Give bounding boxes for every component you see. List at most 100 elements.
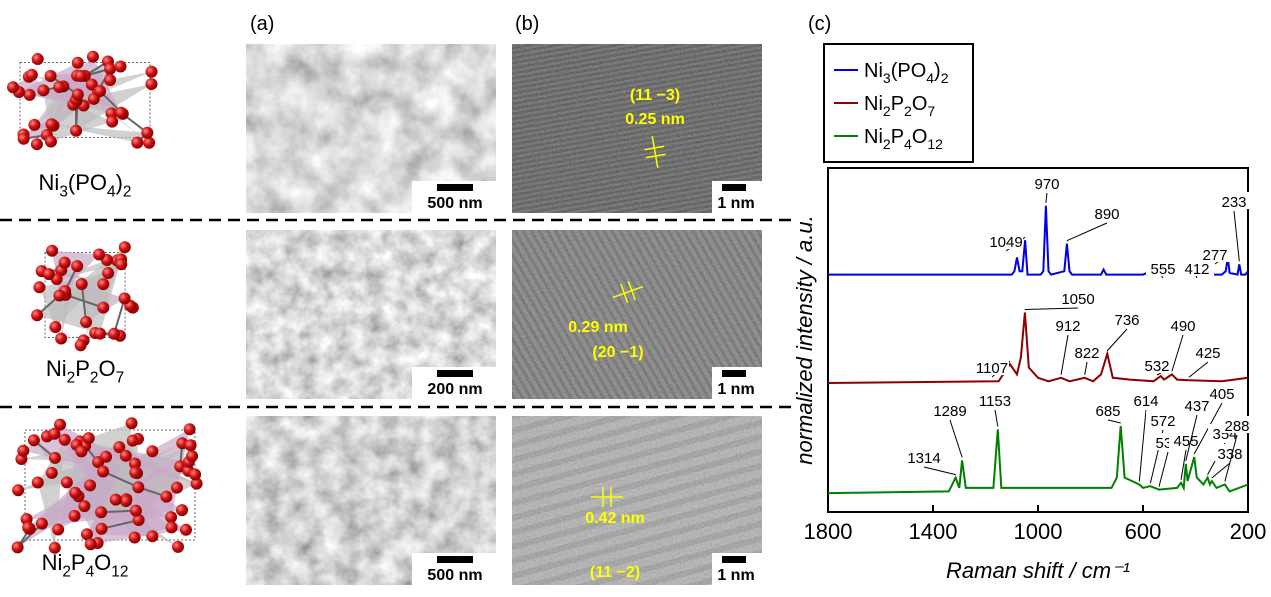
peak-label-bg [1070, 343, 1104, 360]
atom [126, 434, 139, 447]
bond [102, 470, 139, 489]
atom [75, 278, 88, 291]
bond [113, 298, 126, 335]
formula-part: Ni [46, 356, 67, 381]
lattice-annotation: 0.29 nm [568, 319, 628, 336]
peak-label: 685 [1095, 403, 1120, 420]
peak-leader [1211, 462, 1231, 479]
peak-label: 1314 [907, 450, 940, 467]
lattice-marker [644, 136, 666, 168]
legend-label: Ni2P4O12 [864, 126, 943, 152]
y-axis-label: normalized intensity / a.u. [792, 215, 817, 464]
peak-label-bg [1191, 343, 1225, 360]
peak-label-bg [933, 401, 967, 418]
x-tick-label: 200 [1230, 519, 1267, 544]
atom [132, 514, 145, 527]
bond [101, 519, 139, 530]
atom [74, 69, 87, 82]
scale-bar-label: 500 nm [427, 567, 482, 584]
peak-leader [1045, 192, 1048, 203]
formula-part: P [75, 356, 90, 381]
peak-leader [1138, 409, 1147, 482]
peak-leader [923, 466, 956, 476]
atom [170, 481, 183, 494]
atom [100, 450, 113, 463]
subscript: 7 [927, 103, 935, 119]
polyhedron [33, 440, 178, 547]
spectrum-line [828, 205, 1249, 276]
atom [85, 78, 98, 91]
atom [120, 495, 133, 508]
plot-frame [827, 167, 1249, 513]
atom [48, 427, 61, 440]
polyhedron [37, 439, 65, 548]
peak-label: 1050 [1061, 291, 1094, 308]
atom [58, 256, 71, 269]
atom [28, 118, 41, 131]
peak-leader [1156, 372, 1162, 376]
peak-label-bg [1217, 192, 1251, 209]
atom [27, 434, 40, 447]
subscript: 3 [59, 184, 68, 201]
atom [44, 135, 57, 148]
atom [80, 528, 93, 541]
peak-leader [1024, 307, 1079, 310]
peak-label-bg [907, 448, 941, 465]
formula-part: Ni [39, 170, 60, 195]
peak-label-bg [1169, 431, 1203, 448]
crystal-structure [7, 50, 158, 151]
atom [82, 432, 95, 445]
scale-bar [437, 370, 473, 377]
peak-leader [1180, 449, 1187, 480]
atom [84, 538, 97, 551]
peak-label: 277 [1202, 247, 1227, 264]
lattice-marker [612, 280, 644, 304]
peak-label-bg [1205, 384, 1239, 401]
peak-label: 532 [1144, 358, 1169, 375]
peak-leader [1107, 419, 1121, 424]
atom [119, 449, 132, 462]
atom [44, 70, 57, 83]
lattice-annotation: (20 −1) [592, 344, 643, 361]
subscript: 2 [62, 564, 71, 581]
scale-bar-label: 200 nm [427, 381, 482, 398]
atom [31, 309, 44, 322]
subscript: 4 [86, 564, 95, 581]
subscript: 2 [883, 136, 891, 152]
atom [75, 445, 88, 458]
x-axis-label: Raman shift / cm⁻¹ [946, 558, 1130, 583]
peak-label: 233 [1221, 194, 1246, 211]
peak-label-bg [1180, 259, 1214, 276]
atom [129, 504, 142, 517]
peak-label: 970 [1034, 176, 1059, 193]
subscript: 12 [111, 564, 128, 581]
atom [30, 138, 43, 151]
atom [115, 258, 128, 271]
peak-leader [1171, 334, 1184, 372]
atom [125, 417, 138, 430]
peak-leader [1185, 414, 1198, 461]
peak-label-bg [1140, 356, 1174, 373]
subscript: 12 [927, 136, 943, 152]
peak-label: 455 [1173, 433, 1198, 450]
legend-label: Ni2P2O7 [864, 93, 935, 119]
atom [17, 132, 30, 145]
atom [114, 60, 127, 73]
subscript: 2 [123, 184, 132, 201]
atom [74, 339, 87, 352]
atom [115, 106, 128, 119]
atom [104, 62, 117, 75]
atom [11, 541, 24, 554]
peak-label-bg [1129, 391, 1163, 408]
peak-leader [994, 409, 999, 427]
atom [53, 289, 66, 302]
formula-part: O [912, 126, 928, 148]
subscript: 2 [90, 370, 99, 387]
formula-part: (PO [891, 60, 927, 82]
peak-label: 1153 [979, 393, 1011, 410]
atom [71, 88, 84, 101]
atom [189, 468, 202, 481]
peak-label: 405 [1209, 386, 1234, 403]
atom [45, 118, 58, 131]
unit-cell [19, 62, 151, 138]
